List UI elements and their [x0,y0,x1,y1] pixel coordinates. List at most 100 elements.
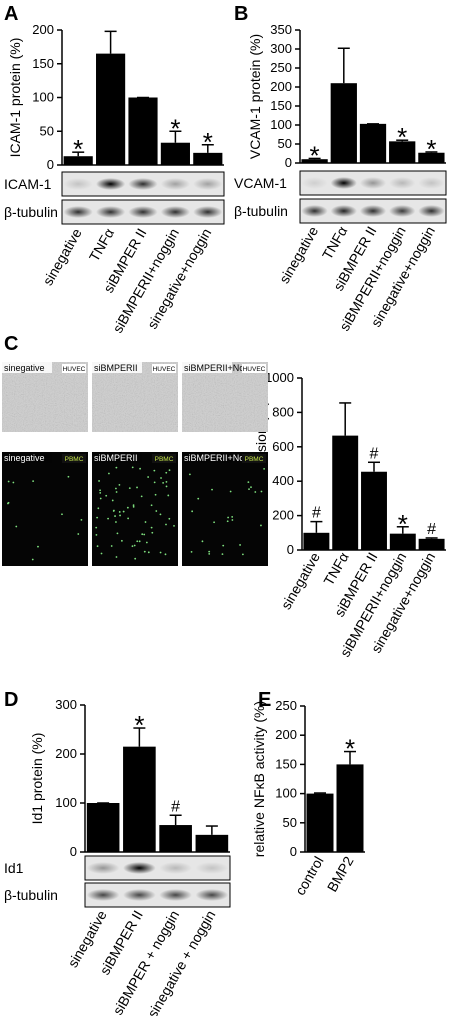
cell-dot [241,553,244,556]
cell-dot [188,473,191,476]
cell-dot [147,551,150,554]
blot-band [193,178,223,190]
cell-dot [211,488,213,491]
bar [193,152,223,165]
micrograph-tag: PBMC [65,456,84,463]
blot-band [63,206,93,218]
y-tick-label: 0 [285,155,292,170]
cell-dot [190,551,193,553]
cell-dot [154,493,157,496]
cell-dot [32,480,35,482]
micrograph-label: siBMPERII [94,453,138,463]
cell-dot [112,510,115,512]
bar [123,746,156,852]
panel-letter: E [258,689,271,711]
cell-dot [138,540,141,543]
y-tick-label: 250 [270,60,292,75]
y-tick-label: 150 [275,756,297,771]
y-tick-label: 100 [275,786,297,801]
bar [128,97,158,165]
cell-dot [201,540,204,543]
bar [336,764,364,852]
cell-dot [107,517,109,520]
bar [301,159,328,163]
cell-dot [118,483,121,486]
blot-band [159,862,192,874]
cell-dot [96,516,99,519]
cell-dot [213,521,216,524]
cell-dot [221,553,224,556]
cell-dot [191,510,194,513]
cell-dot [134,557,137,560]
micrograph-label: siBMPERII+Noggin [184,453,261,463]
cell-dot [133,544,136,547]
cell-dot [153,469,156,472]
y-tick-label: 150 [270,98,292,113]
x-tick-label: siBMPER + noggin [109,908,182,1016]
bar [361,471,387,550]
blot-label: β-tubulin [4,204,58,220]
micrograph-label-bg [2,362,52,373]
cell-dot [80,518,83,521]
cell-dot [115,521,117,523]
micrograph [182,452,268,566]
y-tick-label: 350 [270,22,292,37]
cell-dot [131,545,134,548]
x-tick-label: control [292,854,327,898]
cell-dot [143,550,146,553]
blot-band [359,177,387,189]
y-tick-label: 600 [272,439,294,454]
cell-dot [208,550,211,553]
micrograph-tag-bg [152,454,176,463]
cell-dot [127,517,130,520]
y-tick-label: 0 [290,844,297,859]
y-tick-label: 150 [32,56,54,71]
cell-dot [159,551,162,554]
cell-dot [108,472,110,475]
cell-dot [96,545,99,548]
y-tick-label: 0 [47,157,54,172]
blot-label: β-tubulin [4,887,58,903]
micrograph-label: siBMPERII [94,363,138,373]
blot-band [160,206,190,218]
cell-dot [164,553,167,556]
blot-band [123,889,156,901]
cell-dot [126,506,129,509]
y-tick-label: 100 [270,117,292,132]
blot-label: β-tubulin [234,203,288,219]
micrograph-label-bg [182,362,232,373]
bar [418,538,445,550]
cell-dot [97,507,100,510]
y-tick-label: 200 [32,22,54,37]
cell-dot [139,467,141,470]
cell-dot [153,481,156,484]
bar [159,825,192,852]
bar [195,834,229,852]
blot-band [330,177,357,189]
cell-dot [155,510,158,512]
y-tick-label: 0 [287,542,294,557]
micrograph-texture [182,362,268,432]
cell-dot [77,533,80,535]
cell-dot [132,505,135,508]
cell-dot [150,526,153,529]
blot-band [359,205,387,217]
cell-dot [263,467,266,470]
micrograph-label: sinegative [4,363,45,373]
cell-dot [99,491,102,494]
significance-marker: * [134,710,144,740]
blot-band [86,889,120,901]
micrograph-tag: PBMC [155,456,174,463]
blot-label: Id1 [4,860,24,876]
micrograph-tag-bg [242,364,266,373]
panel-letter: D [4,689,18,711]
y-axis-label: Id1 protein (%) [29,733,45,825]
cell-dot [168,517,171,520]
blot-band [389,177,416,189]
cell-dot [226,520,229,523]
cell-dot [61,513,63,516]
cell-dot [162,481,165,484]
cell-dot [165,480,168,483]
y-axis-label: VCAM-1 protein (%) [247,34,263,159]
bar [332,435,359,550]
